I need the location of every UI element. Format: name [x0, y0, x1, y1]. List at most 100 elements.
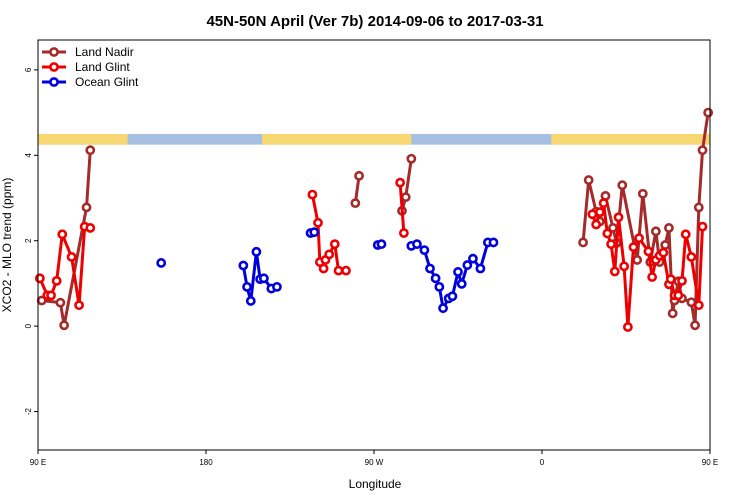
ocean-glint-point [156, 258, 167, 268]
ocean-glint-point [430, 273, 441, 284]
land-glint-point [606, 239, 616, 250]
x-tick-label: 0 [540, 458, 545, 467]
land-glint-point [602, 228, 613, 239]
land-glint-point [634, 233, 644, 244]
land-nadir-point [667, 308, 678, 319]
legend-label-land-nadir: Land Nadir [75, 45, 134, 59]
land-glint-point [66, 252, 77, 262]
land-glint-point [587, 209, 598, 220]
land-nadir-point [617, 180, 628, 191]
land-glint-point [333, 265, 344, 276]
ocean-glint-point [419, 245, 430, 256]
land-nadir-point [350, 198, 361, 209]
land-glint-point [398, 228, 409, 238]
land-glint-point [697, 221, 708, 232]
land-nadir-point [406, 153, 417, 164]
land-nadir-point [354, 170, 364, 181]
land-glint-point [51, 275, 62, 286]
x-tick-label: 180 [199, 458, 213, 467]
ocean-glint-point [488, 237, 499, 248]
y-tick-label: 2 [24, 238, 33, 243]
ocean-glint-point [434, 281, 445, 292]
land-glint-point [74, 300, 84, 311]
ocean-glint-point [245, 296, 256, 306]
y-axis: -2 0 2 4 6 [24, 67, 38, 415]
land-glint-point [647, 272, 658, 282]
ocean-glint-point [251, 246, 262, 257]
land-glint-point [665, 274, 676, 285]
y-tick-label: 6 [24, 67, 33, 72]
land-ocean-band [38, 133, 710, 145]
land-glint-point [591, 219, 602, 230]
x-tick-label: 90 W [365, 458, 384, 467]
land-glint-point [341, 265, 351, 276]
land-nadir-point [660, 240, 671, 250]
land-glint-point [680, 229, 691, 240]
ocean-glint-point [447, 291, 458, 302]
ocean-glint-point [475, 263, 486, 274]
land-nadir-point [650, 226, 661, 237]
land-glint-point [598, 198, 609, 209]
land-nadir-point [632, 255, 643, 265]
land-glint-point [677, 275, 687, 286]
land-glint-point [658, 247, 669, 258]
land-band-segment [551, 133, 710, 145]
ocean-glint-point [456, 278, 467, 289]
land-nadir-point [664, 223, 674, 233]
land-glint-point [329, 239, 340, 250]
land-nadir-point [686, 297, 697, 308]
y-axis-label: XCO2 - MLO trend (ppm) [0, 178, 14, 313]
ocean-glint-point [238, 260, 249, 271]
ocean-glint-point [462, 260, 473, 270]
land-glint-point [46, 290, 56, 301]
land-nadir-point [578, 237, 588, 248]
x-axis-label: Longitude [349, 477, 402, 491]
land-nadir-point [690, 320, 700, 331]
chart-title: 45N-50N April (Ver 7b) 2014-09-06 to 201… [206, 13, 543, 30]
legend-marker-land-glint [49, 62, 59, 72]
y-tick-label: 0 [24, 323, 33, 328]
land-nadir-point [85, 145, 96, 156]
land-nadir-point [693, 202, 704, 213]
legend-marker-land-nadir [49, 47, 59, 57]
land-nadir-point [703, 107, 714, 118]
land-glint-line [398, 182, 406, 234]
land-glint-point [686, 252, 697, 262]
land-glint-point [318, 263, 329, 274]
land-band-segment [38, 133, 128, 145]
land-glint-point [85, 223, 96, 233]
ocean-glint-point [242, 281, 252, 292]
ocean-glint-point [309, 227, 320, 238]
land-nadir-point [59, 320, 70, 331]
land-band-segment [262, 133, 412, 145]
ocean-glint-point [376, 239, 387, 250]
ocean-glint-point [425, 263, 435, 274]
ocean-glint-point [412, 239, 422, 250]
land-nadir-point [55, 297, 66, 308]
legend-label-ocean-glint: Ocean Glint [75, 75, 139, 89]
ocean-glint-point [438, 303, 448, 314]
land-nadir-point [400, 192, 411, 203]
land-glint-point [594, 207, 605, 218]
y-tick-label: -2 [24, 407, 33, 415]
land-glint-point [34, 273, 45, 284]
ocean-glint-point [258, 273, 269, 284]
plot-frame [37, 39, 711, 451]
land-glint-point [693, 300, 704, 311]
land-nadir-point [637, 188, 648, 199]
land-glint-point [622, 322, 633, 332]
land-glint-point [307, 189, 318, 200]
legend-label-land-glint: Land Glint [75, 60, 130, 74]
x-tick-label: 90 E [702, 458, 718, 467]
y-tick-label: 4 [24, 153, 33, 158]
land-glint-point [673, 290, 684, 301]
legend-marker-ocean-glint [49, 77, 59, 87]
land-glint-point [643, 246, 654, 257]
land-nadir-point [697, 145, 708, 156]
land-glint-point [619, 261, 630, 272]
x-tick-label: 90 E [30, 458, 46, 467]
series-group [34, 107, 714, 332]
land-glint-point [609, 266, 620, 277]
